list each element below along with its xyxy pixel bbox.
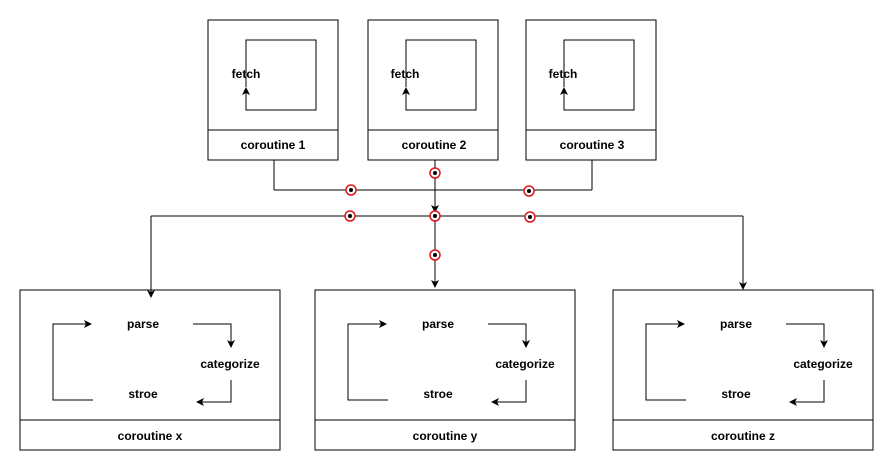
worker-title: coroutine y (413, 429, 478, 443)
parse-to-categorize-arrow (193, 323, 235, 348)
fetcher-coroutine-1: fetch coroutine 1 (207, 19, 339, 161)
store-label: stroe (721, 387, 751, 401)
fetcher-box (525, 19, 657, 161)
worker-box (612, 289, 874, 451)
connectors (147, 160, 747, 298)
fetcher-box (367, 19, 499, 161)
junction-marker (344, 210, 356, 222)
store-label: stroe (128, 387, 158, 401)
junction-marker (429, 210, 441, 222)
fetcher-title: coroutine 1 (241, 138, 306, 152)
parse-label: parse (720, 317, 752, 331)
worker-coroutine-z: parse categorize stroe coroutine z (612, 289, 874, 451)
fetcher-coroutine-2: fetch coroutine 2 (367, 19, 499, 161)
categorize-to-store-arrow (196, 380, 232, 406)
fetcher-coroutine-3: fetch coroutine 3 (525, 19, 657, 161)
worker-coroutine-y: parse categorize stroe coroutine y (314, 289, 576, 451)
junction-marker (523, 185, 535, 197)
worker-title: coroutine z (711, 429, 775, 443)
fetch-label: fetch (391, 67, 420, 81)
categorize-label: categorize (793, 357, 853, 371)
junction-marker (429, 167, 441, 179)
fetch-loop-arrow (560, 39, 635, 111)
worker-title: coroutine x (118, 429, 183, 443)
parse-label: parse (422, 317, 454, 331)
fetch-loop-arrow (242, 39, 317, 111)
worker-coroutine-x: parse categorize stroe coroutine x (19, 289, 281, 451)
junction-marker (345, 184, 357, 196)
junction-marker (429, 249, 441, 261)
parse-to-categorize-arrow (786, 323, 828, 348)
fetch-label: fetch (549, 67, 578, 81)
fetcher-title: coroutine 3 (560, 138, 625, 152)
parse-to-categorize-arrow (488, 323, 530, 348)
fetch-label: fetch (232, 67, 261, 81)
worker-box (314, 289, 576, 451)
fetcher-title: coroutine 2 (402, 138, 467, 152)
store-label: stroe (423, 387, 453, 401)
store-to-parse-arrow (347, 320, 388, 401)
store-to-parse-arrow (645, 320, 686, 401)
junction-marker (524, 211, 536, 223)
fetcher-box (207, 19, 339, 161)
store-to-parse-arrow (52, 320, 93, 401)
parse-label: parse (127, 317, 159, 331)
categorize-label: categorize (200, 357, 260, 371)
worker-box (19, 289, 281, 451)
fetch-loop-arrow (402, 39, 477, 111)
categorize-label: categorize (495, 357, 555, 371)
categorize-to-store-arrow (789, 380, 825, 406)
categorize-to-store-arrow (491, 380, 527, 406)
junctions (344, 167, 536, 261)
